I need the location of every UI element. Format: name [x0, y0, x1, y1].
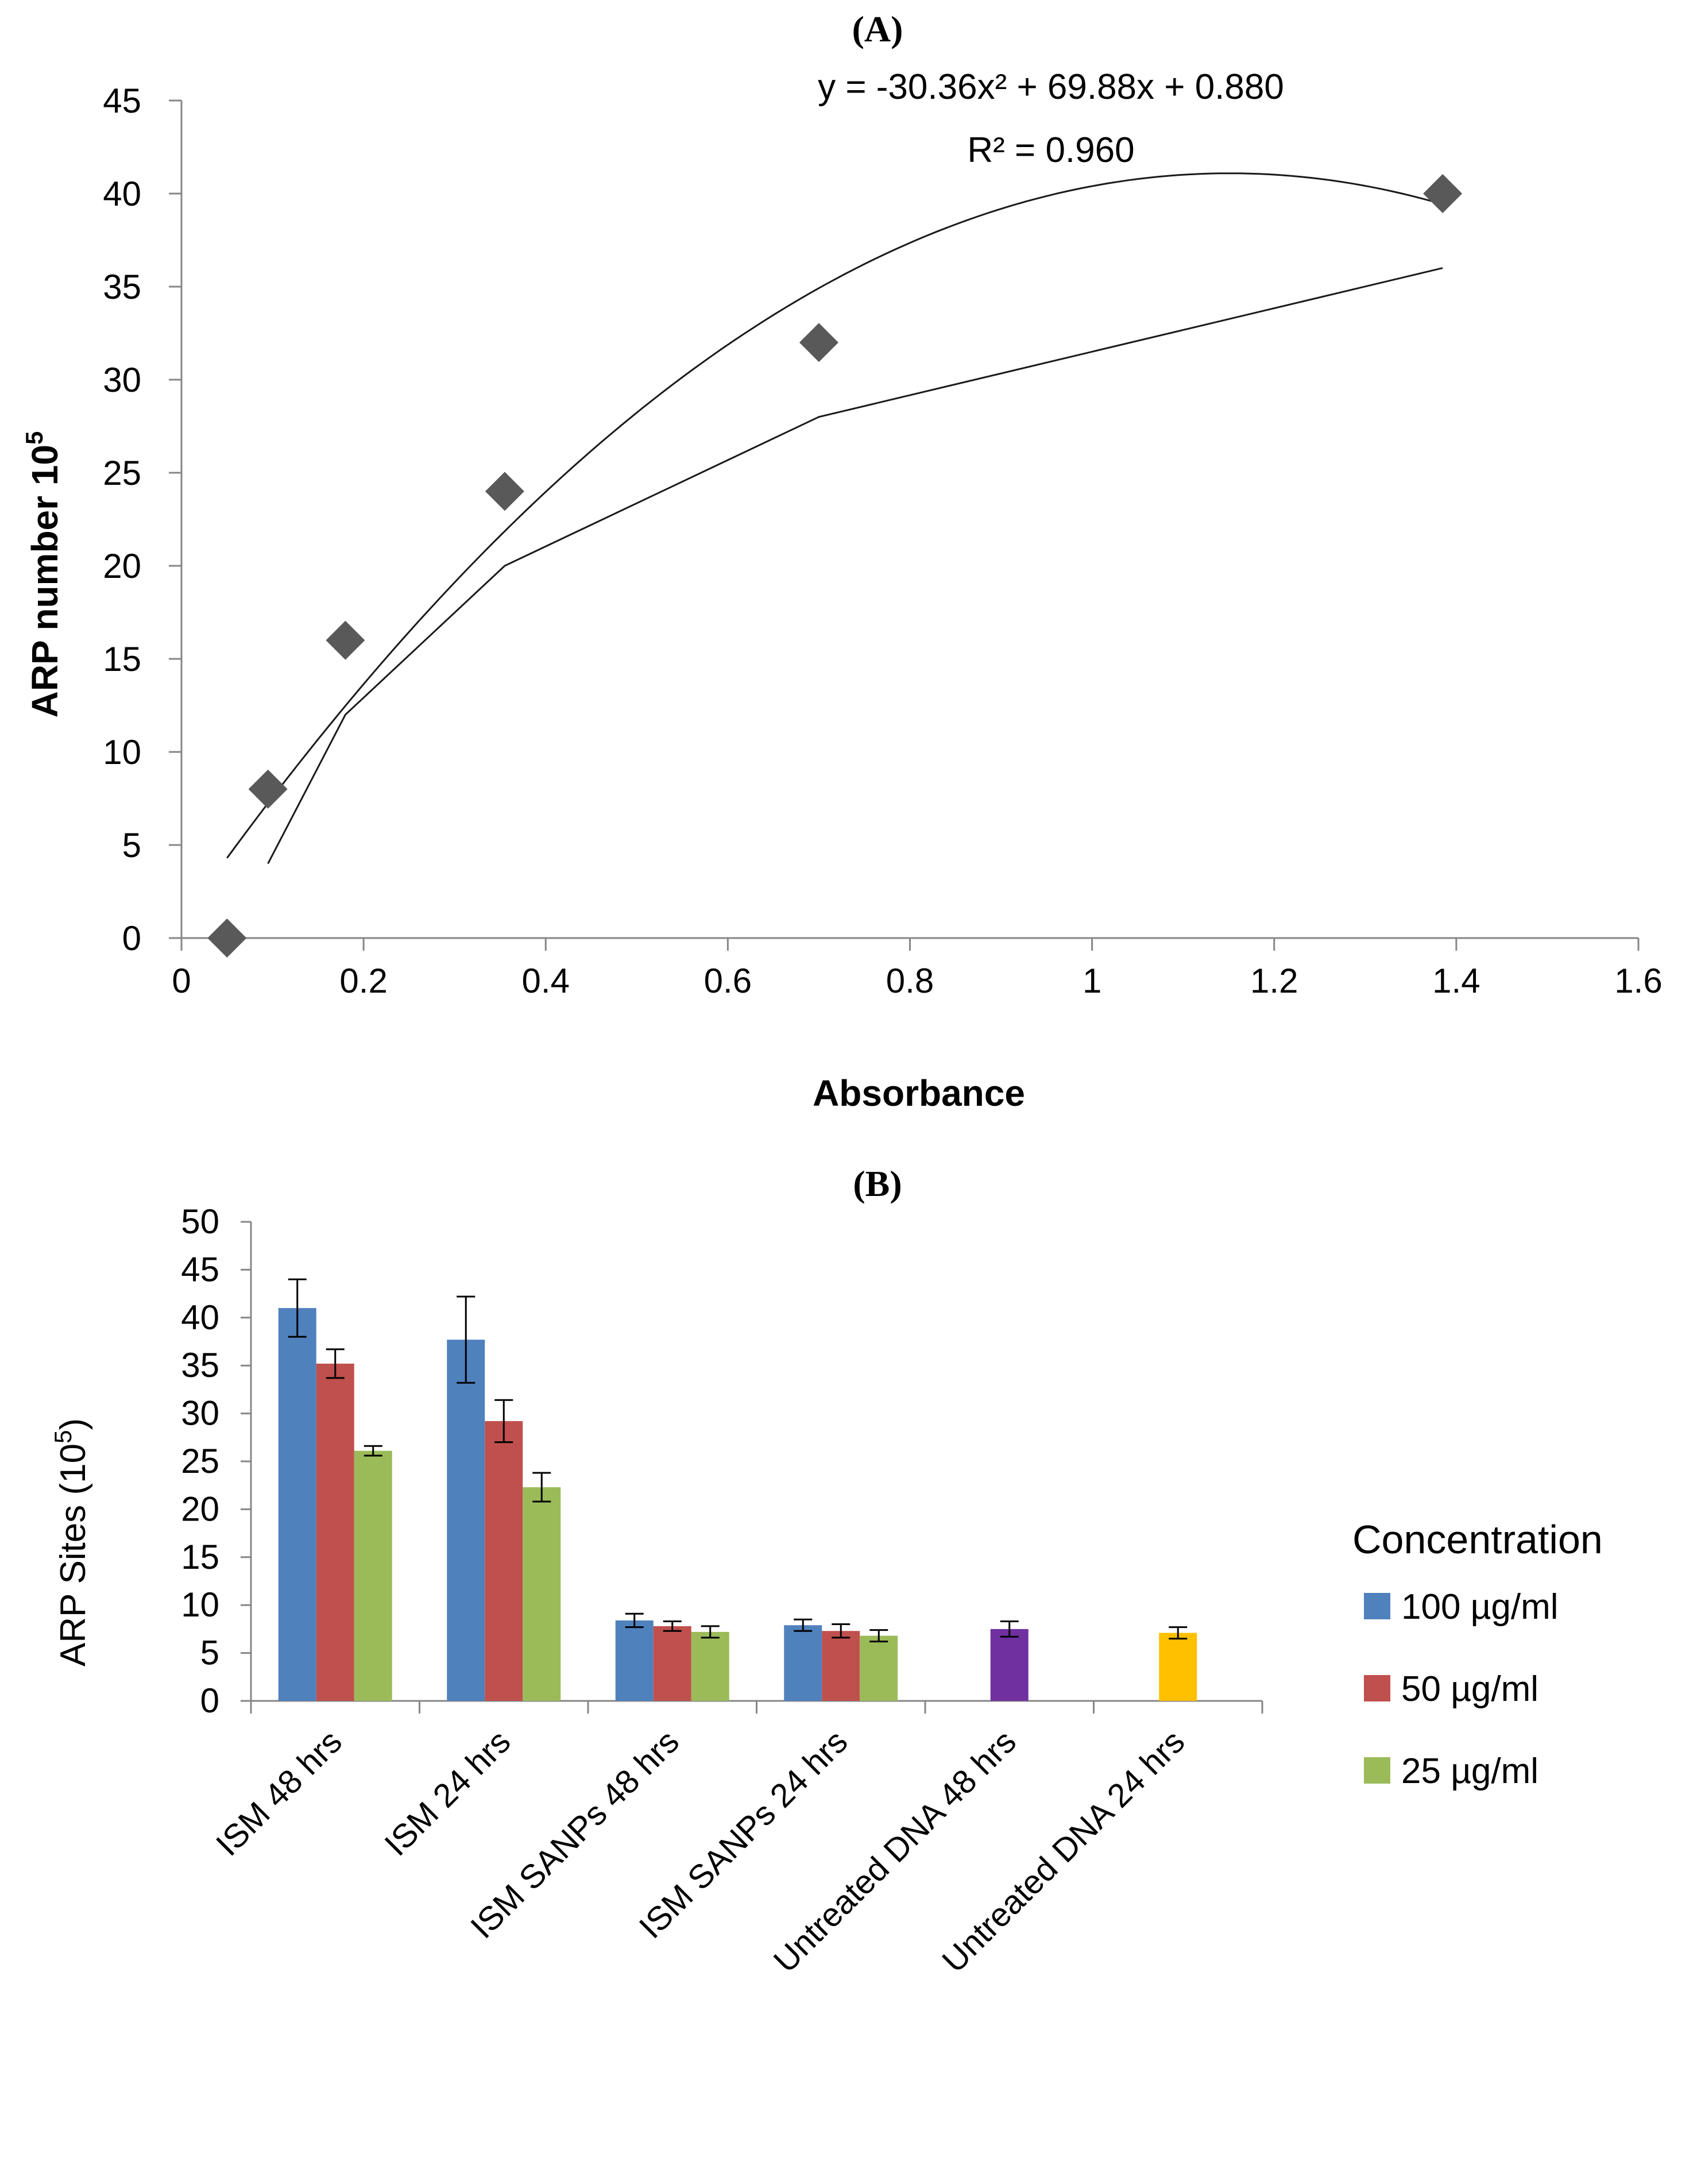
bars-b: [278, 1278, 1197, 1701]
axes-b: [241, 1221, 1263, 1714]
x-tick-label-a: 1.4: [1432, 962, 1480, 1000]
chart-b: (B) ARP Sites (105) 05101520253035404550…: [49, 1163, 1603, 1980]
bar: [1159, 1633, 1197, 1701]
panel-b-label: (B): [853, 1163, 902, 1204]
panel-a-label: (A): [852, 9, 903, 49]
y-tick-labels-a: 0 5 10 15 20 25 30 35 40 45: [103, 82, 141, 958]
legend-label: 100 µg/ml: [1401, 1587, 1559, 1627]
x-tick-label-a: 1: [1083, 962, 1101, 1000]
y-tick-label-b: 20: [181, 1490, 219, 1528]
bar: [447, 1340, 485, 1701]
y-tick-label-b: 25: [181, 1442, 219, 1480]
bar: [990, 1629, 1029, 1701]
y-axis-title-b-end: ): [53, 1418, 93, 1430]
x-axis-title-a: Absorbance: [813, 1072, 1025, 1114]
y-tick-label-a: 5: [122, 826, 141, 865]
y-tick-label-a: 45: [103, 82, 141, 120]
y-tick-label-a: 40: [103, 175, 141, 213]
legend-label: 25 µg/ml: [1401, 1751, 1538, 1791]
y-tick-label-b: 15: [181, 1538, 219, 1576]
bar: [860, 1635, 898, 1701]
axes-a: [169, 99, 1640, 951]
y-tick-label-b: 10: [181, 1585, 219, 1624]
data-point: [1423, 174, 1463, 213]
bar: [822, 1631, 860, 1701]
x-tick-label-a: 1.6: [1614, 962, 1662, 1000]
trendline-equation: y = -30.36x² + 69.88x + 0.880: [818, 67, 1284, 107]
bar: [615, 1620, 654, 1701]
y-tick-label-b: 50: [181, 1202, 219, 1241]
bar: [653, 1626, 691, 1701]
y-tick-label-b: 35: [181, 1346, 219, 1384]
bar: [354, 1450, 392, 1701]
data-point: [326, 620, 365, 660]
y-tick-label-b: 40: [181, 1298, 219, 1337]
legend-title: Concentration: [1352, 1517, 1603, 1562]
y-axis-title-b-text: ARP Sites (10: [53, 1444, 93, 1666]
x-tick-label-a: 0.4: [522, 962, 570, 1000]
category-label: ISM 48 hrs: [209, 1723, 349, 1863]
y-tick-label-a: 25: [103, 454, 141, 492]
data-point: [799, 323, 838, 362]
legend-swatch: [1364, 1675, 1390, 1701]
trendline-curve: [226, 172, 1443, 859]
y-axis-title-b: ARP Sites (105): [49, 1418, 93, 1666]
y-tick-label-a: 15: [103, 640, 141, 678]
legend: Concentration 100 µg/ml 50 µg/ml 25 µg/ml: [1352, 1517, 1603, 1791]
x-tick-label-a: 0.8: [886, 962, 934, 1000]
data-point: [248, 769, 288, 809]
data-point: [207, 919, 247, 958]
y-tick-label-a: 20: [103, 547, 141, 585]
y-tick-label-a: 30: [103, 361, 141, 399]
y-tick-label-b: 30: [181, 1394, 219, 1433]
x-tick-label-a: 0.2: [339, 962, 387, 1000]
y-tick-label-a: 10: [103, 733, 141, 771]
bar: [316, 1363, 354, 1701]
legend-label: 50 µg/ml: [1401, 1669, 1538, 1709]
y-tick-label-b: 0: [200, 1681, 219, 1720]
x-tick-labels-a: 0 0.2 0.4 0.6 0.8 1 1.2 1.4 1.6: [172, 962, 1662, 1000]
x-tick-label-a: 0.6: [704, 962, 752, 1000]
category-label: ISM 24 hrs: [377, 1723, 517, 1863]
y-axis-title-a: ARP number 105: [21, 431, 65, 718]
y-tick-label-b: 45: [181, 1250, 219, 1288]
y-axis-title-a-sup: 5: [21, 431, 48, 445]
data-line: [267, 267, 1443, 865]
data-point: [485, 472, 524, 511]
y-tick-label-b: 5: [200, 1634, 219, 1672]
chart-a: (A) y = -30.36x² + 69.88x + 0.880 R² = 0…: [21, 9, 1663, 1114]
series-a: [207, 172, 1463, 958]
bar: [691, 1631, 729, 1701]
y-tick-label-a: 35: [103, 268, 141, 306]
trendline-r2: R² = 0.960: [967, 130, 1134, 170]
legend-swatch: [1364, 1593, 1390, 1619]
bar: [523, 1487, 561, 1701]
y-tick-labels-b: 0 5 10 15 20 25 30 35 40 45 50: [181, 1202, 219, 1720]
legend-swatch: [1364, 1757, 1390, 1784]
bar: [278, 1308, 316, 1701]
bar: [784, 1625, 822, 1701]
x-tick-label-a: 1.2: [1250, 962, 1298, 1000]
y-axis-title-b-sup: 5: [49, 1430, 76, 1444]
x-tick-label-a: 0: [172, 962, 191, 1000]
bar: [485, 1421, 523, 1701]
y-axis-title-a-text: ARP number 10: [24, 445, 65, 717]
y-tick-label-a: 0: [122, 919, 141, 958]
